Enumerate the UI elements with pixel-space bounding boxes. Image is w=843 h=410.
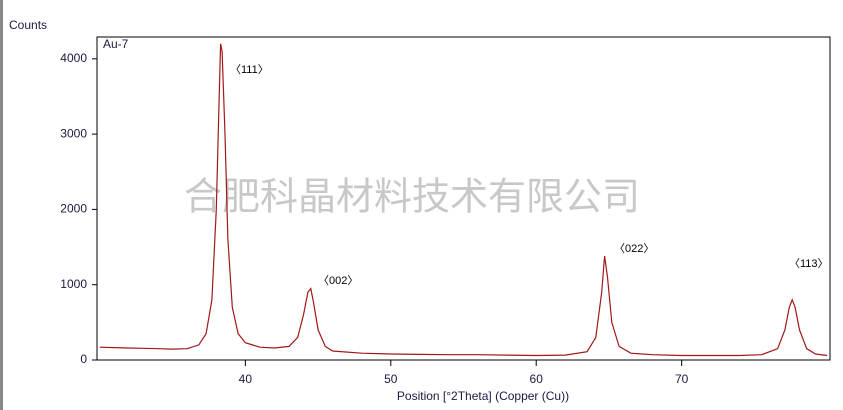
x-tick-label: 60 [530, 372, 544, 386]
y-tick-label: 4000 [60, 51, 87, 65]
y-tick-label: 3000 [60, 126, 87, 140]
peak-label: 〈111〉 [230, 63, 269, 76]
x-tick-label: 50 [384, 372, 398, 386]
y-tick-label: 1000 [60, 277, 87, 291]
x-tick-label: 40 [239, 372, 253, 386]
y-tick-label: 0 [80, 352, 87, 366]
x-tick-label: 70 [675, 372, 689, 386]
peak-label: 〈022〉 [614, 242, 654, 255]
window-edge [0, 0, 3, 410]
data-line [99, 43, 828, 357]
peak-label: 〈002〉 [318, 274, 358, 287]
x-axis-label: Position [°2Theta] (Copper (Cu)) [397, 389, 569, 403]
sample-label: Au-7 [103, 37, 129, 51]
y-tick-label: 2000 [60, 202, 87, 216]
y-axis-label: Counts [9, 18, 47, 32]
watermark: 合肥科晶材料技术有限公司 [184, 175, 640, 219]
peak-label: 〈113〉 [789, 257, 829, 270]
plot-frame [96, 36, 831, 361]
